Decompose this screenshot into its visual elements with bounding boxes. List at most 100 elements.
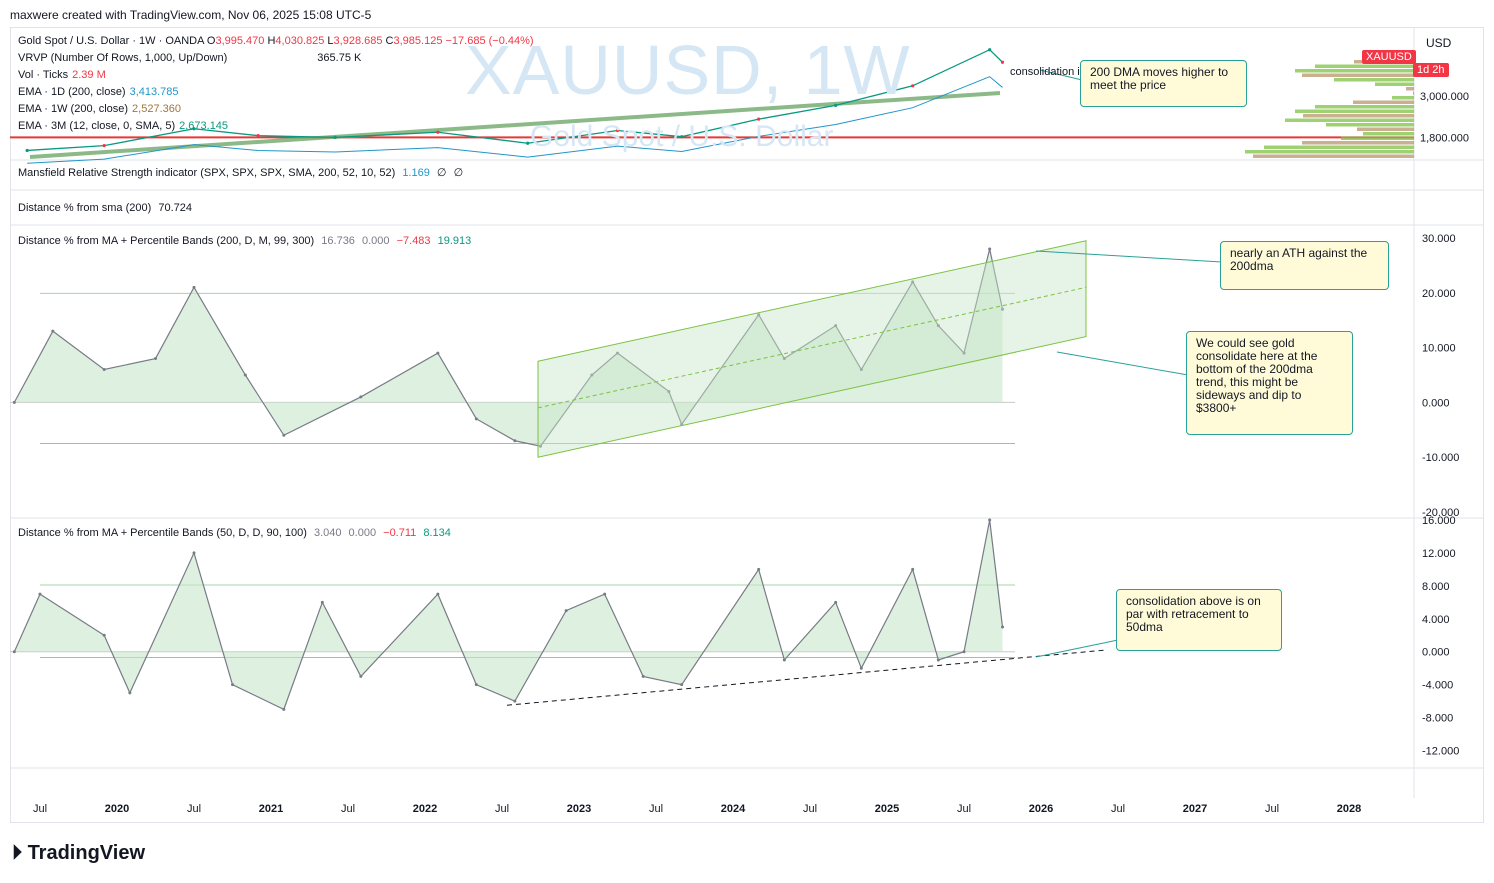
price-point [1000,60,1005,64]
band50-point [680,683,684,687]
band50-point [474,683,478,687]
ema1-value: 3,413.785 [129,86,179,98]
distance-legend[interactable]: Distance % from sma (200) 70.724 [18,200,192,217]
band50-point [911,567,915,571]
volume-profile-bar [1303,114,1414,118]
mansfield-flag-2: ∅ [453,167,464,179]
band200-fill-area [14,248,1003,447]
band200-legend[interactable]: Distance % from MA + Percentile Bands (2… [18,233,471,250]
volume-profile-bar [1413,91,1414,95]
time-axis-label: Jul [187,803,201,815]
channel-midline [537,286,1087,409]
close-value: 3,985.125 [393,35,443,47]
volume-profile-bar [1285,118,1414,122]
time-axis-label: Jul [495,803,509,815]
time-axis-label: Jul [33,803,47,815]
time-axis-label: Jul [649,803,663,815]
ema2-row[interactable]: EMA · 1W (200, close) 2,527.360 [18,101,534,118]
band200-point [1001,307,1004,311]
band50-legend[interactable]: Distance % from MA + Percentile Bands (5… [18,525,451,542]
price-point [436,130,440,134]
price-point [25,148,29,153]
price-point [988,48,992,52]
price-point [102,144,106,148]
band50-point [282,707,286,711]
ascending-channel [537,240,1087,458]
band200-axis-label: 0.000 [1422,397,1450,409]
band50-point [1001,625,1004,629]
volume-profile-bar [1353,100,1414,104]
volume-profile-bar [1245,150,1414,154]
band50-point [936,658,940,662]
trend-line [29,91,1001,159]
price-point [615,128,620,133]
band200-axis-label: 30.000 [1422,233,1456,245]
volume-profile-bar [1363,132,1414,136]
price-point [680,135,684,139]
time-axis-label: 2020 [105,803,129,815]
ath-note[interactable]: nearly an ATH against the 200dma [1220,241,1389,290]
volume-profile-bar [1295,109,1414,113]
band50-point [988,518,992,522]
price-legend: Gold Spot / U.S. Dollar · 1W · OANDA O3,… [18,33,534,135]
ema1-row[interactable]: EMA · 1D (200, close) 3,413.785 [18,84,534,101]
mansfield-value: 1.169 [402,167,430,179]
band50-point [859,666,863,670]
watermark-name: Gold Spot / U.S. Dollar [530,120,834,153]
symbol-label[interactable]: Gold Spot / U.S. Dollar · 1W · OANDA [18,35,204,47]
band50-point [962,650,966,654]
currency-button[interactable]: USD [1426,36,1452,50]
band200-axis-label: 10.000 [1422,343,1456,355]
band200-point [436,351,440,355]
vol-value: 2.39 M [72,69,106,81]
band200-point [936,324,940,328]
band200-point [539,444,542,448]
band200-v3: −7.483 [396,235,431,247]
band50-point [128,691,132,695]
time-axis-label: Jul [1265,803,1279,815]
dma-note-connector [1039,69,1083,81]
retrace-note[interactable]: consolidation above is on par with retra… [1116,589,1282,651]
volume-profile-bar [1315,105,1414,109]
consolidate-note[interactable]: We could see gold consolidate here at th… [1186,331,1353,435]
l-label: L [327,35,334,47]
band200-point [102,368,106,372]
band50-axis-label: 8.000 [1422,581,1450,593]
ema2-value: 2,527.360 [132,103,181,115]
band200-axis-label: -20.000 [1422,507,1459,519]
band200-point [192,285,196,289]
band200-v2: 0.000 [362,235,390,247]
price-point [757,117,761,121]
band200-point [282,433,286,437]
volume-profile-bar [1375,82,1414,86]
band50-point [12,650,16,654]
band200-point [859,368,863,372]
band200-point [757,313,761,317]
band50-axis-label: -4.000 [1422,680,1453,692]
vrvp-row[interactable]: VRVP (Number Of Rows, 1,000, Up/Down) 365… [18,50,534,67]
mansfield-legend[interactable]: Mansfield Relative Strength indicator (S… [18,165,463,182]
price-legend-row-ohlc: Gold Spot / U.S. Dollar · 1W · OANDA O3,… [18,33,534,50]
volume-profile-bar [1392,96,1414,100]
band50-point [603,592,607,596]
band200-point [243,373,247,377]
vol-row[interactable]: Vol · Ticks 2.39 M [18,67,534,84]
volume-profile-bar [1315,64,1414,68]
ema3-row[interactable]: EMA · 3M (12, close, 0, SMA, 5) 2,673.145 [18,118,534,135]
band200-point [12,400,16,404]
time-axis-label: 2023 [567,803,591,815]
band50-axis-label: 12.000 [1422,548,1456,560]
ema1-label: EMA · 1D (200, close) [18,86,126,98]
time-axis-label: 2024 [721,803,746,815]
c-label: C [385,35,394,47]
time-axis-label: Jul [803,803,817,815]
time-axis-label: Jul [341,803,355,815]
h-label: H [267,35,276,47]
band50-point [231,683,234,687]
dma-note[interactable]: 200 DMA moves higher to meet the price [1080,60,1247,107]
price-point [526,141,530,145]
band50-axis-label: -8.000 [1422,713,1453,725]
band200-point [616,351,619,355]
vrvp-label: VRVP (Number Of Rows, 1,000, Up/Down) [18,52,228,64]
